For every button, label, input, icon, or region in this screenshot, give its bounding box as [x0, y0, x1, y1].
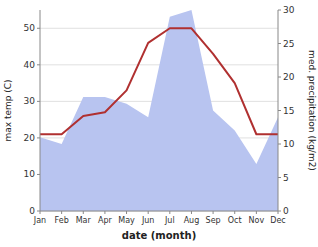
y-tick-label: 40: [24, 60, 36, 70]
x-tick: [191, 211, 192, 214]
y-axis-label: max temp (C): [3, 79, 13, 141]
y2-tick-label: 10: [283, 139, 295, 149]
grid-line: [40, 28, 278, 29]
x-tick-label: Dec: [270, 216, 285, 225]
x-tick: [61, 211, 62, 214]
x-tick: [256, 211, 257, 214]
y-tick-label: 20: [24, 133, 36, 143]
y2-tick-label: 0: [283, 206, 289, 216]
x-tick-label: Nov: [249, 216, 265, 225]
y2-tick-label: 15: [283, 106, 294, 116]
y2-tick-label: 20: [283, 72, 295, 82]
x-tick: [213, 211, 214, 214]
y2-tick-label: 5: [283, 173, 289, 183]
x-tick-label: Sep: [206, 216, 221, 225]
y2-tick: [278, 110, 281, 111]
grid-line: [40, 211, 278, 212]
y2-tick: [278, 43, 281, 44]
y-tick-label: 50: [24, 23, 36, 33]
y2-tick: [278, 177, 281, 178]
x-axis-label: date (month): [122, 230, 196, 241]
x-tick-label: Oct: [228, 216, 242, 225]
x-tick-label: Jan: [33, 216, 46, 225]
plot-area: [40, 10, 278, 211]
y2-axis-label: med. precipitation (kg/m2): [307, 50, 317, 171]
y-tick: [37, 137, 40, 138]
x-tick: [104, 211, 105, 214]
y-tick-label: 0: [29, 206, 35, 216]
x-tick-label: Apr: [98, 216, 113, 225]
chart: 0 10 20 30 40 50 0 5 10 15 20 25 30 Jan Feb Mar Apr May Ju…: [0, 0, 318, 247]
y2-tick-label: 25: [283, 39, 294, 49]
y-tick: [37, 174, 40, 175]
x-tick: [148, 211, 149, 214]
x-tick: [234, 211, 235, 214]
y-tick-label: 10: [24, 169, 36, 179]
x-tick: [169, 211, 170, 214]
temp-line: [40, 28, 278, 134]
precip-area: [40, 10, 278, 211]
x-tick-label: Jun: [141, 216, 155, 225]
x-axis-line: [40, 211, 278, 212]
y2-tick-label: 30: [283, 5, 295, 15]
y-tick: [37, 28, 40, 29]
x-tick: [83, 211, 84, 214]
y-tick-label: 30: [24, 96, 36, 106]
x-tick-label: Mar: [76, 216, 92, 225]
x-tick-label: Aug: [184, 216, 200, 225]
x-tick: [40, 211, 41, 214]
y2-tick: [278, 144, 281, 145]
y2-tick: [278, 77, 281, 78]
x-tick-label: Jul: [164, 216, 175, 225]
y-tick: [37, 64, 40, 65]
y2-tick: [278, 10, 281, 11]
x-tick-label: May: [118, 216, 135, 225]
x-tick-label: Feb: [55, 216, 69, 225]
y-tick: [37, 101, 40, 102]
x-tick: [126, 211, 127, 214]
chart-container: 0 10 20 30 40 50 0 5 10 15 20 25 30 Jan Feb Mar Apr May Ju…: [0, 0, 318, 247]
grid-line: [40, 64, 278, 65]
x-tick: [278, 211, 279, 214]
axes: [40, 10, 278, 211]
y-axis-line: [40, 10, 41, 211]
